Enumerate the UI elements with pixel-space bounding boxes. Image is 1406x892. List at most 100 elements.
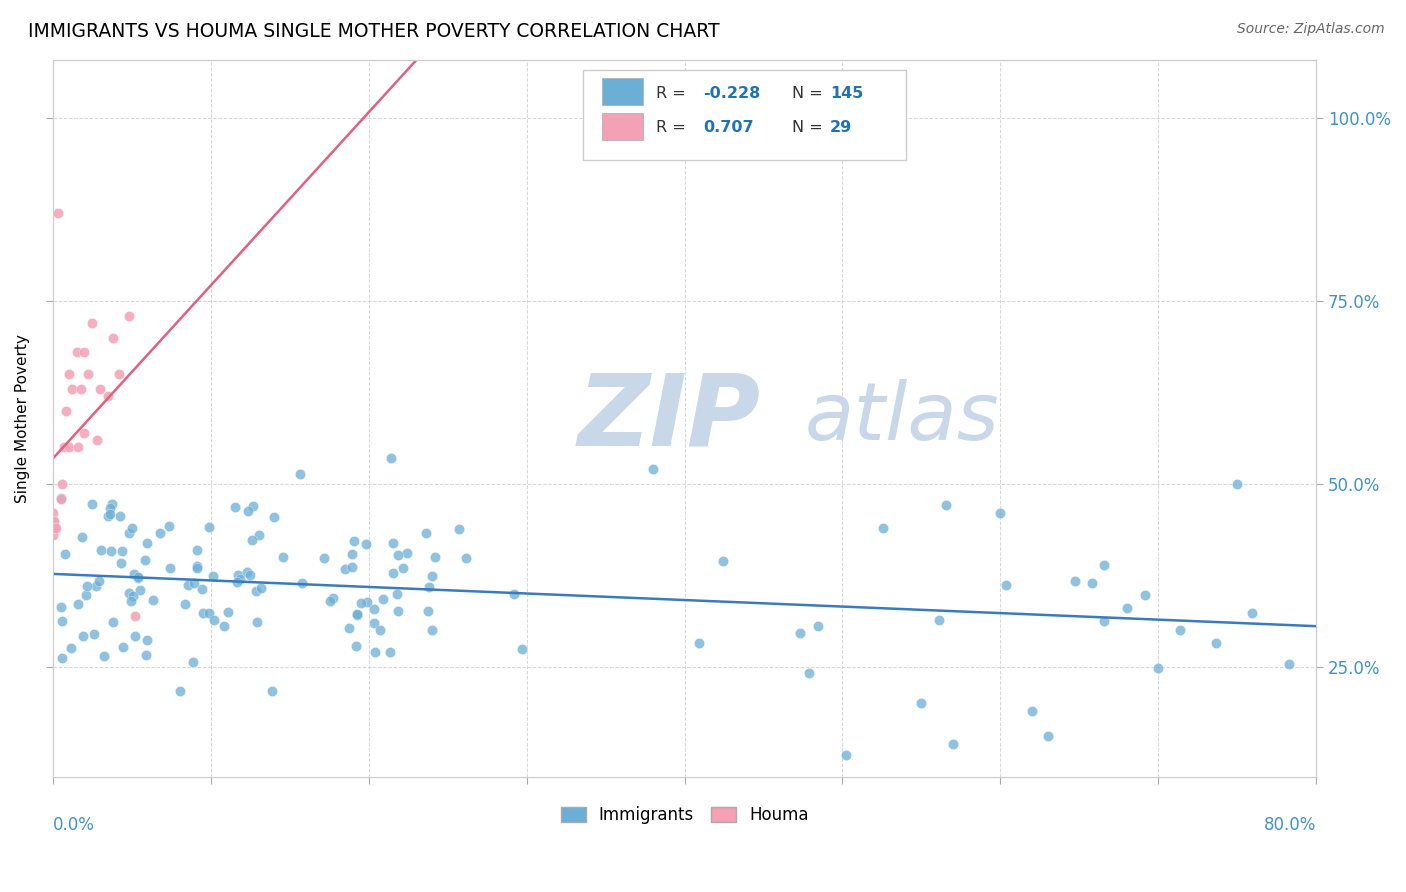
Text: 145: 145 — [830, 86, 863, 101]
Point — [423, 549, 446, 564]
Point — [236, 504, 259, 518]
Point — [1080, 576, 1102, 591]
Point — [239, 567, 262, 582]
Point — [135, 633, 157, 648]
Point — [368, 623, 391, 637]
Point — [935, 498, 957, 512]
Point — [415, 526, 437, 541]
Point — [59, 640, 82, 655]
Point — [342, 560, 364, 574]
Point — [186, 560, 208, 574]
Point — [122, 567, 145, 582]
Point — [807, 619, 830, 633]
Point — [67, 597, 90, 611]
Point — [65, 345, 87, 359]
Point — [73, 345, 96, 359]
Point — [127, 569, 149, 583]
Point — [72, 629, 94, 643]
Text: 80.0%: 80.0% — [1264, 816, 1316, 834]
Y-axis label: Single Mother Poverty: Single Mother Poverty — [15, 334, 30, 502]
Point — [118, 309, 141, 323]
Point — [1135, 588, 1157, 602]
Point — [198, 519, 221, 533]
Point — [354, 537, 377, 551]
Point — [322, 591, 344, 606]
Point — [1092, 614, 1115, 628]
Point — [134, 553, 156, 567]
Text: R =: R = — [655, 86, 690, 101]
Point — [97, 389, 120, 403]
Point — [224, 500, 246, 515]
Point — [229, 573, 252, 587]
Point — [363, 601, 385, 615]
Point — [42, 528, 65, 542]
Point — [83, 627, 105, 641]
Point — [108, 368, 131, 382]
Point — [169, 684, 191, 698]
Point — [129, 582, 152, 597]
Point — [711, 553, 734, 567]
Point — [454, 551, 477, 566]
Point — [49, 600, 72, 615]
Point — [312, 551, 335, 566]
Point — [510, 641, 533, 656]
Point — [42, 506, 65, 520]
Point — [42, 514, 65, 528]
Point — [263, 510, 285, 524]
Point — [191, 582, 214, 596]
Point — [135, 535, 157, 549]
Point — [110, 556, 132, 570]
Point — [240, 533, 263, 548]
Point — [418, 580, 440, 594]
Point — [350, 596, 373, 610]
Point — [186, 543, 208, 558]
Point — [118, 525, 141, 540]
Point — [157, 518, 180, 533]
Point — [226, 575, 249, 590]
Point — [118, 586, 141, 600]
Point — [337, 621, 360, 635]
Text: IMMIGRANTS VS HOUMA SINGLE MOTHER POVERTY CORRELATION CHART: IMMIGRANTS VS HOUMA SINGLE MOTHER POVERT… — [28, 22, 720, 41]
Point — [346, 608, 368, 623]
Point — [1240, 606, 1263, 620]
Text: 0.0%: 0.0% — [53, 816, 94, 834]
Point — [86, 433, 108, 447]
Point — [93, 649, 115, 664]
Text: R =: R = — [655, 120, 696, 136]
Point — [44, 521, 66, 535]
Point — [333, 562, 356, 576]
Point — [387, 604, 409, 618]
Point — [247, 528, 270, 542]
Point — [391, 560, 413, 574]
Point — [378, 645, 401, 659]
Point — [371, 592, 394, 607]
Point — [1205, 635, 1227, 649]
Point — [226, 568, 249, 582]
Point — [120, 594, 142, 608]
Point — [121, 521, 143, 535]
Point — [58, 441, 80, 455]
Point — [271, 549, 294, 564]
Point — [76, 579, 98, 593]
Point — [942, 737, 965, 751]
Point — [641, 462, 664, 476]
Point — [89, 382, 111, 396]
Point — [1115, 601, 1137, 615]
Point — [97, 509, 120, 524]
Text: N =: N = — [792, 120, 823, 136]
Point — [135, 648, 157, 662]
Point — [60, 382, 83, 396]
Point — [186, 559, 208, 574]
Point — [1226, 477, 1249, 491]
Point — [688, 636, 710, 650]
Point — [112, 640, 135, 655]
Text: atlas: atlas — [804, 379, 1000, 457]
Point — [1147, 661, 1170, 675]
Point — [356, 595, 378, 609]
Point — [318, 593, 340, 607]
Point — [245, 584, 267, 599]
Point — [181, 656, 204, 670]
Point — [994, 578, 1017, 592]
Point — [142, 592, 165, 607]
Point — [183, 576, 205, 591]
